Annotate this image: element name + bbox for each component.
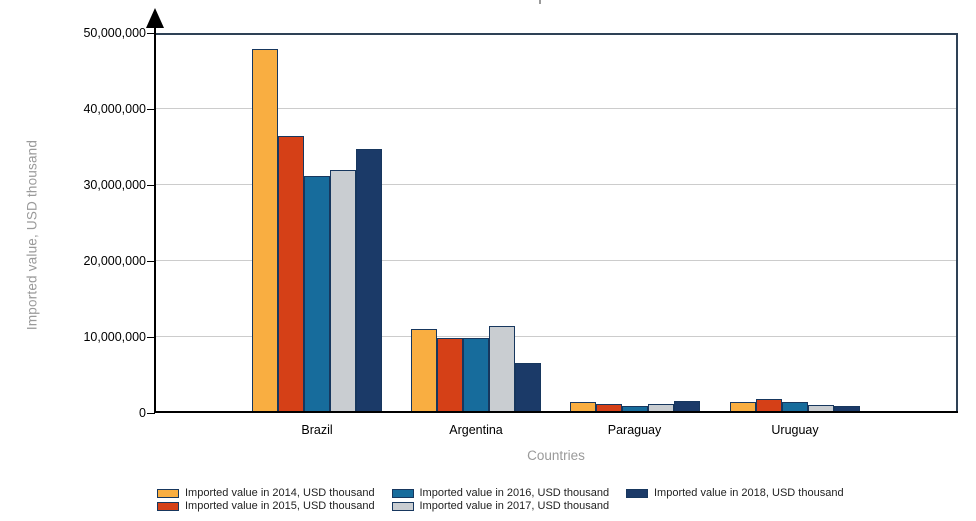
y-tick-mark (147, 33, 155, 34)
legend-label-2015: Imported value in 2015, USD thousand (185, 500, 375, 512)
x-axis-label-argentina: Argentina (449, 423, 503, 437)
bar-uruguay-2017 (808, 405, 834, 413)
bar-brazil-2016 (304, 176, 330, 413)
legend-item-2016: Imported value in 2016, USD thousand (391, 487, 627, 500)
y-tick-label: 50,000,000 (83, 26, 146, 40)
y-axis-title: Imported value, USD thousand (24, 139, 40, 331)
legend-swatch-2017 (391, 502, 414, 511)
bar-brazil-2018 (356, 149, 382, 413)
y-tick-mark (147, 413, 155, 414)
y-tick-label: 30,000,000 (83, 178, 146, 192)
legend-label-2014: Imported value in 2014, USD thousand (185, 487, 375, 499)
gridline-30000000 (155, 184, 956, 185)
legend-swatch-2018 (626, 489, 648, 498)
bar-group-paraguay (569, 401, 700, 413)
y-tick-label: 0 (139, 406, 146, 420)
bar-argentina-2017 (489, 326, 515, 413)
x-axis-label-uruguay: Uruguay (771, 423, 819, 437)
x-axis-line (154, 411, 958, 413)
legend-swatch-2014 (157, 489, 179, 498)
legend-item-2014: Imported value in 2014, USD thousand (157, 487, 392, 500)
legend: Imported value in 2014, USD thousand Impo… (157, 487, 861, 513)
bar-brazil-2017 (330, 170, 356, 413)
x-axis-label-paraguay: Paraguay (607, 423, 662, 437)
y-tick-mark (147, 261, 155, 262)
y-tick-mark (147, 109, 155, 110)
bar-argentina-2018 (515, 363, 541, 413)
x-axis-title: Countries (527, 448, 585, 463)
gridline-10000000 (155, 336, 956, 337)
legend-label-2018: Imported value in 2018, USD thousand (654, 487, 844, 499)
bar-uruguay-2015 (756, 399, 782, 413)
bar-paraguay-2018 (673, 401, 700, 413)
bar-argentina-2014 (411, 329, 437, 413)
y-axis-arrow-icon (146, 8, 164, 28)
plot-area (155, 33, 958, 413)
y-tick-label: 20,000,000 (83, 254, 146, 268)
legend-label-2016: Imported value in 2016, USD thousand (419, 487, 610, 499)
gridline-40000000 (155, 108, 956, 109)
bar-argentina-2016 (463, 338, 489, 413)
legend-swatch-2015 (157, 502, 179, 511)
x-axis-label-brazil: Brazil (301, 423, 333, 437)
bar-argentina-2015 (437, 338, 463, 413)
legend-item-2018: Imported value in 2018, USD thousand (626, 487, 861, 500)
legend-label-2017: Imported value in 2017, USD thousand (419, 500, 610, 512)
bar-paraguay-2016 (621, 406, 648, 413)
bar-group-brazil (252, 49, 382, 413)
bar-uruguay-2018 (834, 406, 860, 413)
y-axis-line (154, 15, 156, 413)
bar-paraguay-2014 (569, 402, 596, 413)
bar-uruguay-2014 (730, 402, 756, 413)
bar-group-argentina (411, 326, 541, 413)
legend-item-2015: Imported value in 2015, USD thousand (157, 500, 392, 513)
bar-group-uruguay (730, 399, 860, 413)
bar-uruguay-2016 (782, 402, 808, 413)
bar-paraguay-2017 (647, 404, 674, 413)
y-tick-label: 10,000,000 (83, 330, 146, 344)
bar-brazil-2014 (252, 49, 278, 413)
bar-paraguay-2015 (595, 404, 622, 413)
y-tick-mark (147, 185, 155, 186)
legend-item-2017: Imported value in 2017, USD thousand (391, 500, 627, 513)
chart-title-fragment (539, 0, 541, 4)
y-tick-label: 40,000,000 (83, 102, 146, 116)
gridline-20000000 (155, 260, 956, 261)
bar-brazil-2015 (278, 136, 304, 413)
y-tick-mark (147, 337, 155, 338)
legend-swatch-2016 (391, 489, 414, 498)
